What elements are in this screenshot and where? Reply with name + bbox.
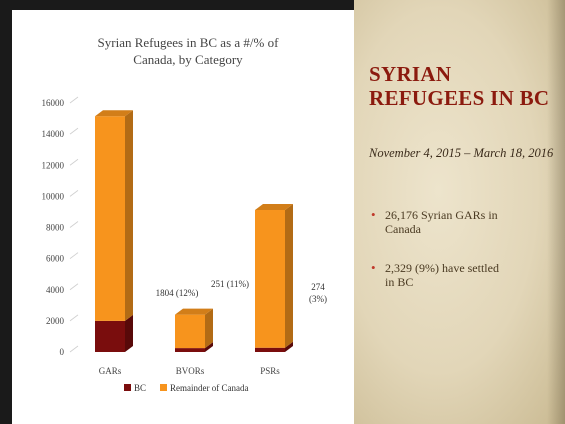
bullet-item: • 26,176 Syrian GARs in Canada — [371, 207, 556, 237]
x-tick-label: GARs — [99, 366, 122, 376]
y-tick-label: 12000 — [42, 160, 65, 170]
bullet-text: 26,176 Syrian GARs in Canada — [385, 208, 498, 236]
x-tick-label: PSRs — [260, 366, 280, 376]
data-label-psrs: 251 (11%) — [211, 279, 249, 289]
gridline — [69, 221, 79, 228]
bullet-list: • 26,176 Syrian GARs in Canada • 2,329 (… — [371, 208, 556, 314]
y-tick-label: 14000 — [42, 129, 65, 139]
bar-gars-remainder — [95, 116, 125, 321]
y-tick-label: 10000 — [42, 191, 65, 201]
gridline — [69, 283, 79, 291]
bar-bvors-remainder — [175, 314, 205, 349]
bullet-text: 2,329 (9%) have settled in BC — [385, 261, 499, 289]
chart-data-labels: 1804 (12%) 251 (11%) 274 (3%) — [156, 279, 327, 304]
chart-bars — [95, 110, 293, 352]
bullet-marker-icon: • — [371, 260, 376, 275]
y-tick-label: 16000 — [42, 98, 65, 108]
bar-side-bvors — [205, 342, 213, 352]
gridline — [69, 345, 79, 353]
slide-title: SYRIAN REFUGEES IN BC — [369, 62, 550, 110]
bar-side-psrs — [285, 204, 293, 348]
chart-legend: BC Remainder of Canada — [124, 383, 248, 393]
bar-top-bvors — [175, 308, 213, 315]
legend-swatch-bc — [124, 384, 131, 391]
y-tick-label: 6000 — [46, 254, 65, 264]
gridline — [69, 158, 79, 166]
x-tick-label: BVORs — [176, 366, 205, 376]
bar-chart: Syrian Refugees in BC as a #/% of Canada… — [42, 35, 328, 393]
legend-label-remainder: Remainder of Canada — [170, 383, 248, 393]
data-label-psrs-bc-pct: (3%) — [309, 294, 327, 304]
date-range: November 4, 2015 – March 18, 2016 — [369, 146, 554, 160]
y-tick-label: 0 — [60, 347, 65, 357]
chart-panel: Syrian Refugees in BC as a #/% of Canada… — [12, 10, 354, 424]
gridline — [69, 127, 79, 135]
bar-side-gars — [125, 110, 133, 321]
bar-psrs-bc — [255, 347, 285, 352]
bullet-marker-icon: • — [371, 207, 376, 222]
bar-side-psrs — [285, 341, 293, 352]
chart-title-line-2: Canada, by Category — [133, 52, 243, 67]
y-tick-label: 2000 — [46, 316, 65, 326]
bar-top-psrs — [255, 204, 293, 211]
bar-side-bvors — [205, 308, 213, 349]
gridline — [69, 190, 79, 197]
bar-bvors-bc — [175, 348, 205, 352]
gridline — [69, 96, 79, 104]
bar-top-gars — [95, 110, 133, 117]
chart-gridlines — [69, 96, 79, 353]
gridline — [69, 314, 79, 322]
chart-x-axis: GARs BVORs PSRs — [99, 366, 281, 376]
y-tick-label: 8000 — [46, 223, 65, 233]
legend-label-bc: BC — [134, 383, 146, 393]
bar-psrs-remainder — [255, 210, 285, 348]
data-label-bvors: 1804 (12%) — [156, 288, 199, 298]
y-tick-label: 4000 — [46, 285, 65, 295]
info-panel: SYRIAN REFUGEES IN BC November 4, 2015 –… — [354, 0, 565, 424]
bullet-item: • 2,329 (9%) have settled in BC — [371, 260, 556, 290]
data-label-psrs-bc: 274 — [311, 282, 325, 292]
chart-y-axis: 0 2000 4000 6000 8000 10000 12000 14000 16000 — [42, 98, 65, 357]
legend-swatch-remainder — [160, 384, 167, 391]
chart-title-line-1: Syrian Refugees in BC as a #/% of — [98, 35, 280, 50]
gridline — [69, 252, 79, 259]
bar-gars-bc — [95, 320, 125, 352]
bar-side-gars — [125, 314, 133, 352]
